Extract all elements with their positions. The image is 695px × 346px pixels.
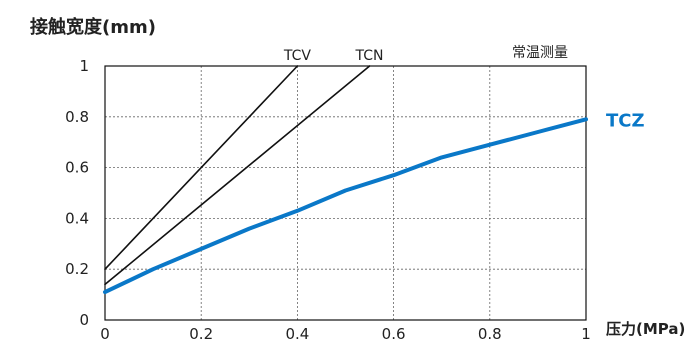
series-line-tcz <box>103 117 588 295</box>
x-tick-label: 0.8 <box>478 325 502 342</box>
y-axis-label: 接触宽度(mm) <box>30 16 156 38</box>
series-line-tcv <box>104 65 299 271</box>
y-tick-label: 0.4 <box>65 209 89 227</box>
x-tick-label: 0 <box>100 325 110 342</box>
tick-layer: 0 0.2 0.4 0.6 0.8 1 0 0.2 0.4 0.6 0.8 1 <box>65 57 591 343</box>
y-tick-label: 0.2 <box>65 260 89 278</box>
x-tick-label: 1 <box>581 325 591 342</box>
x-axis-label: 压力(MPa) <box>606 320 685 338</box>
x-tick-label: 0.2 <box>189 325 213 342</box>
series-label-tcv: TCV <box>283 48 312 64</box>
measurement-note: 常温测量 <box>512 45 568 61</box>
x-tick-label: 0.4 <box>285 325 309 342</box>
y-tick-label: 0.6 <box>65 159 89 177</box>
series-layer <box>103 65 588 295</box>
series-label-tcn: TCN <box>355 48 384 64</box>
series-label-tcz: TCZ <box>606 110 645 131</box>
series-line-tcn <box>104 65 371 286</box>
x-tick-label: 0.6 <box>382 325 406 342</box>
y-tick-label: 0 <box>79 311 89 329</box>
series-label-layer: TCV TCN TCZ <box>283 48 645 131</box>
y-tick-label: 1 <box>79 57 89 75</box>
y-tick-label: 0.8 <box>65 108 89 126</box>
plot-frame <box>104 65 587 321</box>
